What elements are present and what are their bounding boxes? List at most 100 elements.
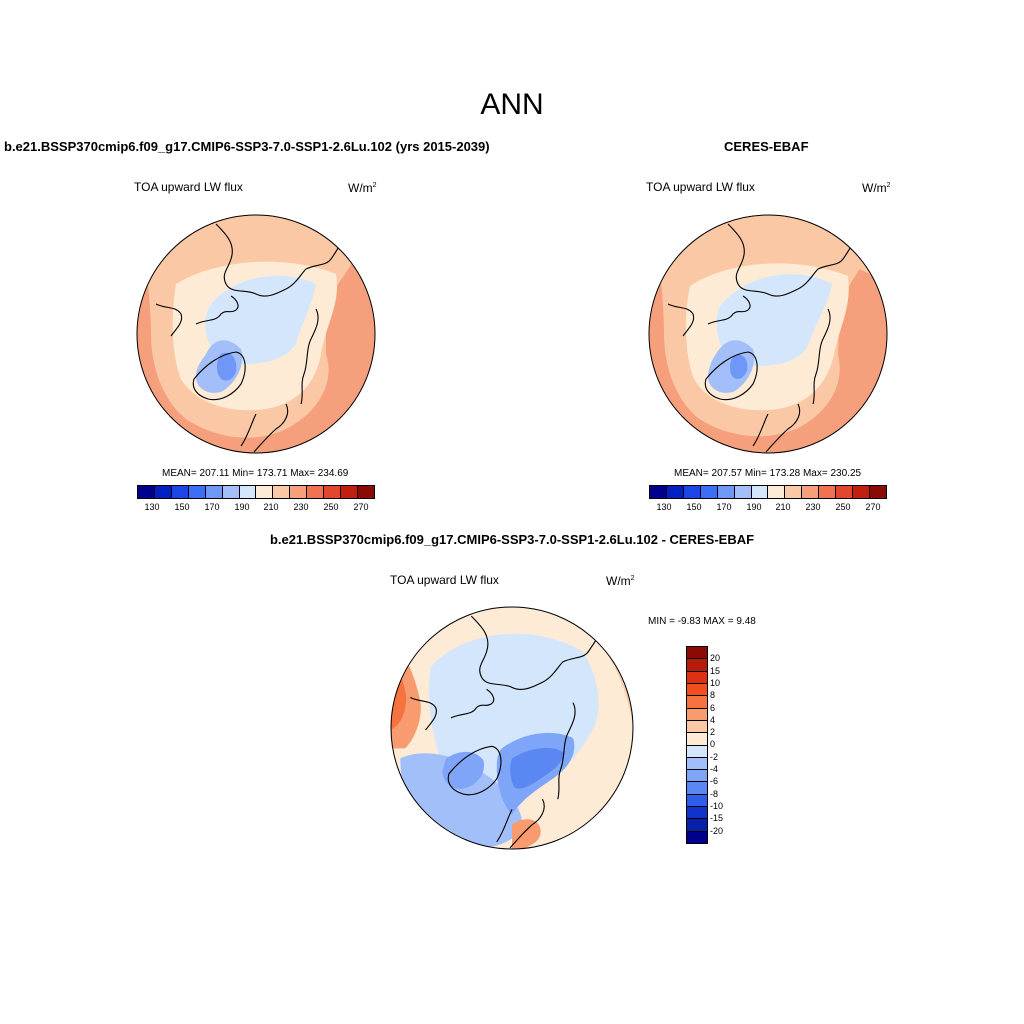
colorbar-tick: 170 xyxy=(716,502,732,512)
colorbar-cell-diff xyxy=(687,683,707,697)
colorbar-tick: 190 xyxy=(746,502,762,512)
polar-map-diff xyxy=(390,606,634,850)
stats-obs: MEAN= 207.57 Min= 173.28 Max= 230.25 xyxy=(674,468,862,479)
colorbar-cell-diff xyxy=(687,671,707,684)
colorbar-cell-diff xyxy=(687,757,707,771)
colorbar-tick: 130 xyxy=(144,502,160,512)
colorbar-cell-diff xyxy=(687,647,707,660)
colorbar-cell xyxy=(853,486,870,498)
map-field-negative-barents-core xyxy=(510,747,565,789)
colorbar-ticks-diff: 20 15 10 8 6 4 2 0 -2 -4 -6 -8 -10 -15 -… xyxy=(710,646,740,844)
map-field-greenland-core xyxy=(217,352,237,381)
colorbar-tick: -4 xyxy=(710,764,719,774)
coastlines-model xyxy=(155,223,347,453)
colorbar-tick: 210 xyxy=(263,502,279,512)
map-field-band-north xyxy=(649,215,887,299)
colorbar-tick: 250 xyxy=(323,502,339,512)
panel-title-diff: b.e21.BSSP370cmip6.f09_g17.CMIP6-SSP3-7.… xyxy=(269,532,755,547)
colorbar-model: 130 150 170 190 210 230 250 270 xyxy=(137,485,375,513)
colorbar-cell xyxy=(239,486,257,498)
colorbar-cell xyxy=(256,486,274,498)
colorbar-tick: 0 xyxy=(710,739,716,750)
colorbar-cell-diff xyxy=(687,733,707,746)
colorbar-tick: -8 xyxy=(710,788,719,799)
panel-title-obs: CERES-EBAF xyxy=(724,139,809,154)
colorbar-tick: 270 xyxy=(353,502,369,512)
colorbar-tick: -2 xyxy=(710,751,719,762)
colorbar-ticks-obs: 130 150 170 190 210 230 250 270 xyxy=(649,499,887,513)
polar-map-model xyxy=(136,214,376,454)
colorbar-tick: 4 xyxy=(710,714,716,725)
colorbar-cell xyxy=(768,486,786,498)
colorbar-cell xyxy=(819,486,837,498)
colorbar-cells-model xyxy=(137,485,375,499)
colorbar-diff xyxy=(686,646,746,844)
polar-map-obs xyxy=(648,214,888,454)
stats-model: MEAN= 207.11 Min= 173.71 Max= 234.69 xyxy=(162,468,349,479)
colorbar-tick: 170 xyxy=(204,502,220,512)
colorbar-ticks-model: 130 150 170 190 210 230 250 270 xyxy=(137,499,375,513)
colorbar-cells-obs xyxy=(649,485,887,499)
colorbar-tick: 270 xyxy=(865,502,881,512)
panel-title-model: b.e21.BSSP370cmip6.f09_g17.CMIP6-SSP3-7.… xyxy=(4,139,490,154)
colorbar-cell-diff xyxy=(687,745,707,758)
colorbar-tick: 130 xyxy=(656,502,672,512)
colorbar-tick: -15 xyxy=(710,813,724,824)
colorbar-tick: 6 xyxy=(710,702,716,713)
colorbar-tick: 210 xyxy=(775,502,791,512)
variable-label-obs: TOA upward LW flux xyxy=(646,180,755,194)
colorbar-cell xyxy=(205,486,223,498)
colorbar-cell xyxy=(154,486,172,498)
colorbar-cell xyxy=(785,486,803,498)
colorbar-cell xyxy=(802,486,820,498)
map-field-negative-greenland xyxy=(442,751,485,789)
colorbar-cell-diff xyxy=(687,720,707,734)
unit-label-obs: W/m2 xyxy=(862,181,891,195)
colorbar-cell-diff xyxy=(687,659,707,672)
stats-diff: MIN = -9.83 MAX = 9.48 xyxy=(648,616,756,627)
variable-label-model: TOA upward LW flux xyxy=(134,180,243,194)
colorbar-tick: 230 xyxy=(293,502,309,512)
map-field-band-north xyxy=(137,215,375,294)
variable-label-diff: TOA upward LW flux xyxy=(390,573,499,587)
colorbar-cell xyxy=(222,486,240,498)
colorbar-cell xyxy=(341,486,358,498)
colorbar-cell xyxy=(188,486,206,498)
colorbar-cell xyxy=(171,486,189,498)
colorbar-cell xyxy=(273,486,291,498)
unit-label-model: W/m2 xyxy=(348,181,377,195)
colorbar-cell-diff xyxy=(687,794,707,808)
colorbar-cell xyxy=(666,486,684,498)
colorbar-cell xyxy=(138,486,155,498)
colorbar-cell xyxy=(836,486,854,498)
colorbar-tick: 15 xyxy=(710,665,721,676)
colorbar-tick: 250 xyxy=(835,502,851,512)
colorbar-cell-diff xyxy=(687,770,707,783)
colorbar-cell xyxy=(307,486,325,498)
colorbar-tick: 2 xyxy=(710,727,716,738)
colorbar-cell xyxy=(717,486,735,498)
colorbar-tick: 230 xyxy=(805,502,821,512)
colorbar-cell xyxy=(290,486,308,498)
main-title: ANN xyxy=(480,88,544,121)
map-field-arctic-ocean xyxy=(716,274,832,366)
colorbar-cell-diff xyxy=(687,819,707,832)
colorbar-tick: -6 xyxy=(710,776,719,787)
colorbar-cell xyxy=(324,486,342,498)
colorbar-tick: 20 xyxy=(710,653,721,664)
colorbar-tick: 150 xyxy=(174,502,190,512)
colorbar-tick: 10 xyxy=(710,677,721,688)
map-field-positive-europe xyxy=(512,819,541,849)
colorbar-cell xyxy=(751,486,769,498)
colorbar-tick: -20 xyxy=(710,825,724,836)
unit-label-diff: W/m2 xyxy=(606,574,635,588)
colorbar-cells-diff xyxy=(686,646,708,844)
colorbar-cell xyxy=(357,486,374,498)
colorbar-cell-diff xyxy=(687,696,707,709)
map-field-greenland-core xyxy=(730,354,748,380)
colorbar-cell xyxy=(683,486,701,498)
colorbar-cell-diff xyxy=(687,708,707,721)
colorbar-cell-diff xyxy=(687,807,707,820)
colorbar-cell xyxy=(734,486,752,498)
colorbar-tick: -10 xyxy=(710,800,724,811)
